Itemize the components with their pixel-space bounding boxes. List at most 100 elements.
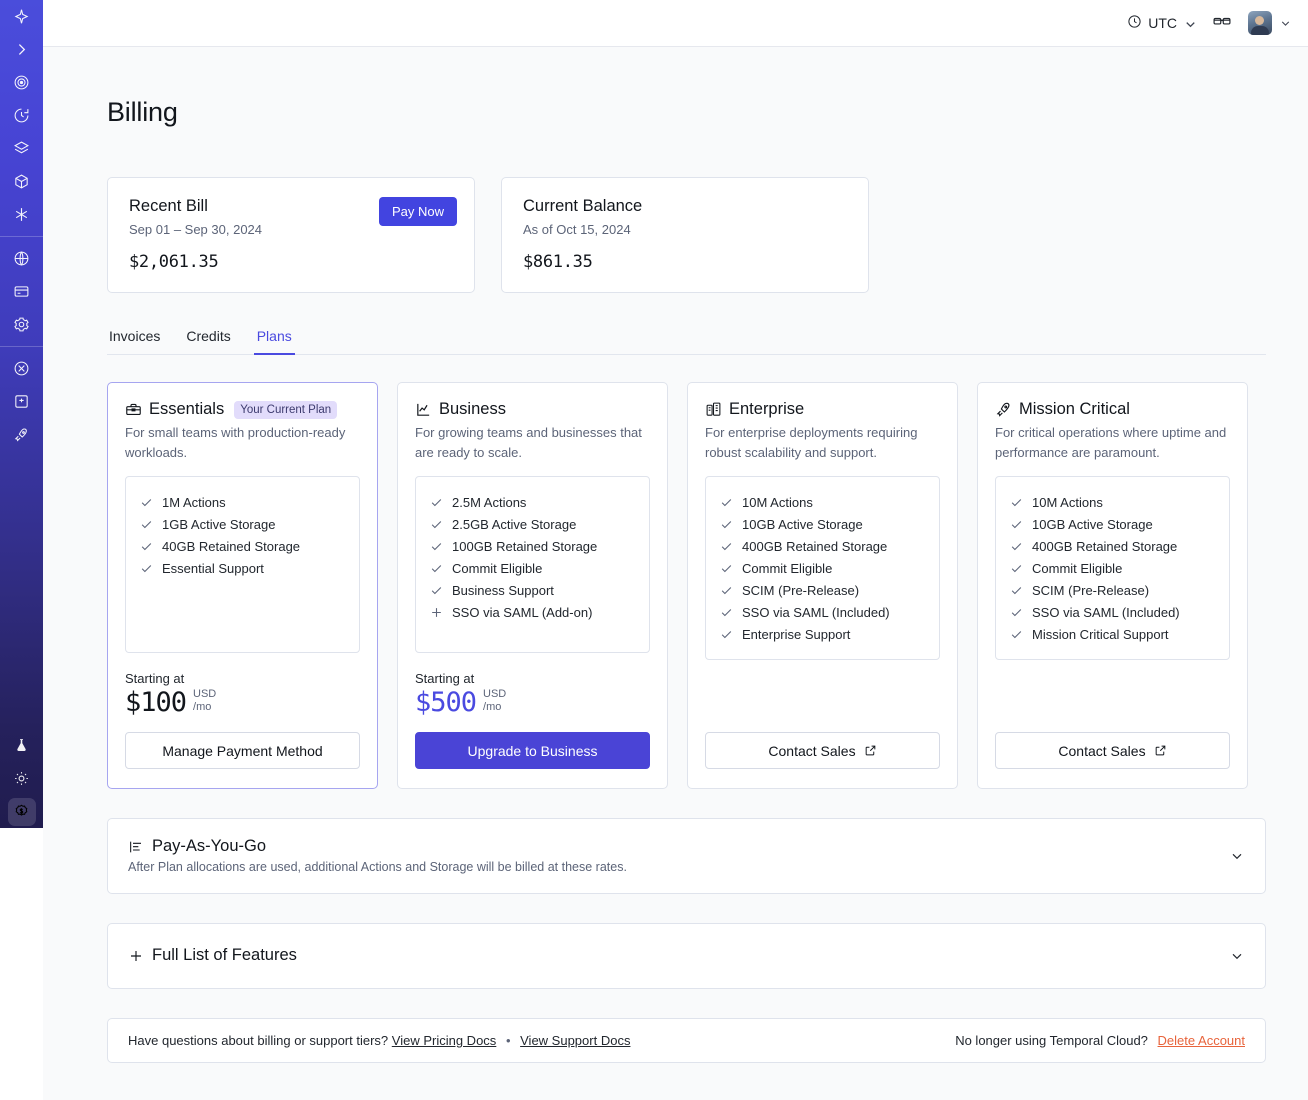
left-sidebar <box>0 0 43 828</box>
sidebar-item-expand[interactable] <box>0 33 43 66</box>
feature-label: 1M Actions <box>162 494 226 510</box>
chevron-down-icon[interactable] <box>1229 948 1245 964</box>
plan-price: Starting at $100 USD /mo <box>125 671 360 718</box>
check-icon <box>430 540 443 553</box>
price-label: Starting at <box>125 671 185 686</box>
plan-name: Essentials <box>149 400 225 418</box>
delete-account-link[interactable]: Delete Account <box>1157 1033 1245 1049</box>
contact-sales-button[interactable]: Contact Sales <box>705 732 940 770</box>
rocket-icon <box>8 421 36 449</box>
sidebar-item-layers[interactable] <box>0 132 43 165</box>
plan-header: Mission Critical <box>995 400 1230 419</box>
building-icon <box>705 401 722 418</box>
price-amount: $500 <box>415 687 477 718</box>
sidebar-item-theme[interactable] <box>0 762 43 795</box>
feature-list: 10M Actions 10GB Active Storage 400GB Re… <box>995 476 1230 660</box>
feature-label: SSO via SAML (Included) <box>742 604 890 620</box>
view-pricing-docs-link[interactable]: View Pricing Docs <box>391 1033 497 1049</box>
list-item: 2.5GB Active Storage <box>430 513 635 535</box>
chevron-down-icon <box>1183 17 1196 30</box>
sidebar-item-package[interactable] <box>0 165 43 198</box>
plan-header: Business <box>415 400 650 419</box>
feature-label: 2.5M Actions <box>452 494 527 510</box>
reading-mode-button[interactable] <box>1212 11 1232 36</box>
sidebar-item-docs[interactable] <box>0 385 43 418</box>
price-label: Starting at <box>415 671 475 686</box>
footer-delete: No longer using Temporal Cloud? Delete A… <box>955 1033 1245 1048</box>
bars-chart-icon <box>128 839 144 855</box>
external-link-icon <box>864 744 877 757</box>
accordion-subtitle: After Plan allocations are used, additio… <box>128 860 627 875</box>
billing-summary: Recent Bill Sep 01 – Sep 30, 2024 $2,061… <box>107 177 1266 293</box>
accordion-text: Pay-As-You-Go After Plan allocations are… <box>128 837 627 874</box>
check-icon <box>430 584 443 597</box>
avatar <box>1248 11 1272 35</box>
notebook-icon <box>8 388 36 416</box>
check-icon <box>1010 518 1023 531</box>
feature-label: 10GB Active Storage <box>742 516 863 532</box>
tab-plans[interactable]: Plans <box>253 328 295 355</box>
tab-credits[interactable]: Credits <box>186 328 230 354</box>
plan-header: Essentials Your Current Plan <box>125 400 360 419</box>
sidebar-item-settings[interactable] <box>0 308 43 341</box>
feature-label: 10M Actions <box>742 494 813 510</box>
sidebar-item-nexus[interactable] <box>0 198 43 231</box>
sidebar-item-usage[interactable] <box>0 275 43 308</box>
billing-tabs: Invoices Credits Plans <box>107 328 1266 355</box>
button-label: Upgrade to Business <box>467 742 598 759</box>
view-support-docs-link[interactable]: View Support Docs <box>520 1033 631 1049</box>
list-item: 10GB Active Storage <box>720 513 925 535</box>
recent-bill-period: Sep 01 – Sep 30, 2024 <box>129 222 263 237</box>
sidebar-item-history[interactable] <box>0 99 43 132</box>
pay-as-you-go-accordion[interactable]: Pay-As-You-Go After Plan allocations are… <box>107 818 1266 895</box>
tab-invoices[interactable]: Invoices <box>109 328 160 354</box>
full-list-of-features-accordion[interactable]: Full List of Features <box>107 923 1266 990</box>
sidebar-item-whats-new[interactable] <box>0 418 43 451</box>
feature-label: Mission Critical Support <box>1032 626 1169 642</box>
accordion-title: Pay-As-You-Go <box>152 837 267 856</box>
price-row: $100 USD /mo <box>125 687 360 718</box>
list-item: 40GB Retained Storage <box>140 535 345 557</box>
list-item: Essential Support <box>140 557 345 579</box>
timezone-label: UTC <box>1148 15 1177 31</box>
plan-price: Starting at $500 USD /mo <box>415 671 650 718</box>
check-icon <box>430 496 443 509</box>
list-item: 2.5M Actions <box>430 491 635 513</box>
feature-label: SCIM (Pre-Release) <box>1032 582 1150 598</box>
nexus-icon <box>8 201 36 229</box>
chevron-down-icon[interactable] <box>1229 848 1245 864</box>
clock-icon <box>1127 14 1142 32</box>
sidebar-item-labs[interactable] <box>0 729 43 762</box>
upgrade-to-business-button[interactable]: Upgrade to Business <box>415 732 650 770</box>
check-icon <box>1010 540 1023 553</box>
feature-label: Commit Eligible <box>452 560 543 576</box>
list-item: 10M Actions <box>720 491 925 513</box>
current-balance-asof: As of Oct 15, 2024 <box>523 222 631 237</box>
list-item: Business Support <box>430 579 635 601</box>
pay-now-button[interactable]: Pay Now <box>378 197 457 226</box>
recent-bill-card: Recent Bill Sep 01 – Sep 30, 2024 $2,061… <box>107 177 475 293</box>
main-region: UTC Billing <box>43 0 1308 1100</box>
price-row: $500 USD /mo <box>415 687 650 718</box>
list-item: 10GB Active Storage <box>1010 513 1215 535</box>
page-content: Billing Recent Bill Sep 01 – Sep 30, 202… <box>43 47 1308 1100</box>
list-item: 1GB Active Storage <box>140 513 345 535</box>
check-icon <box>1010 606 1023 619</box>
plan-name: Mission Critical <box>1019 400 1130 418</box>
timezone-selector[interactable]: UTC <box>1127 14 1196 32</box>
account-menu[interactable] <box>1248 11 1292 35</box>
sidebar-item-temporal-logo[interactable] <box>0 0 43 33</box>
sidebar-item-globe[interactable] <box>0 242 43 275</box>
sidebar-item-billing[interactable] <box>0 795 43 828</box>
sidebar-item-support[interactable] <box>0 352 43 385</box>
manage-payment-method-button[interactable]: Manage Payment Method <box>125 732 360 770</box>
check-icon <box>720 540 733 553</box>
chevron-down-icon <box>1279 17 1292 30</box>
plus-icon <box>128 948 144 964</box>
feature-label: SSO via SAML (Included) <box>1032 604 1180 620</box>
check-icon <box>720 496 733 509</box>
sidebar-item-namespaces[interactable] <box>0 66 43 99</box>
plan-name: Enterprise <box>729 400 805 418</box>
contact-sales-button[interactable]: Contact Sales <box>995 732 1230 770</box>
